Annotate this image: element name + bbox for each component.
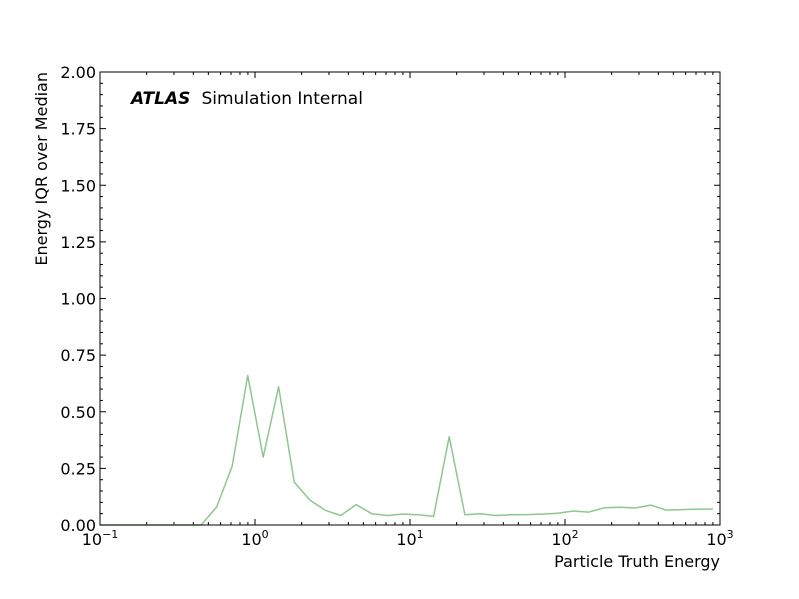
x-tick-label: 101 <box>396 528 423 549</box>
x-tick-label: 103 <box>706 528 733 549</box>
y-tick-label: 1.50 <box>60 176 96 195</box>
x-tick-label: 10−1 <box>82 528 119 549</box>
major-ticks <box>99 71 721 526</box>
x-axis-label: Particle Truth Energy <box>554 552 720 571</box>
atlas-label-bold: ATLAS <box>129 89 190 109</box>
y-tick-label: 0.75 <box>60 346 96 365</box>
y-tick-label: 0.25 <box>60 459 96 478</box>
y-axis-label: Energy IQR over Median <box>32 72 51 266</box>
y-tick-label: 1.00 <box>60 290 96 309</box>
plot-frame <box>99 71 721 526</box>
y-tick-label: 0.50 <box>60 403 96 422</box>
atlas-label-rest: Simulation Internal <box>201 89 362 109</box>
x-tick-label: 102 <box>551 528 578 549</box>
y-tick-labels: 0.00 0.25 0.50 0.75 1.00 1.25 1.50 1.75 2.00 <box>60 63 96 535</box>
x-tick-labels: 10−1 100 101 102 103 <box>82 528 734 549</box>
series-line <box>100 374 713 526</box>
atlas-label: ATLAS Simulation Internal <box>129 89 363 109</box>
x-tick-label: 100 <box>241 528 268 549</box>
y-tick-label: 2.00 <box>60 63 96 82</box>
minor-ticks <box>100 72 720 525</box>
series-layer <box>100 374 713 526</box>
y-tick-label: 1.75 <box>60 120 96 139</box>
y-tick-label: 0.00 <box>60 516 96 535</box>
y-tick-label: 1.25 <box>60 233 96 252</box>
